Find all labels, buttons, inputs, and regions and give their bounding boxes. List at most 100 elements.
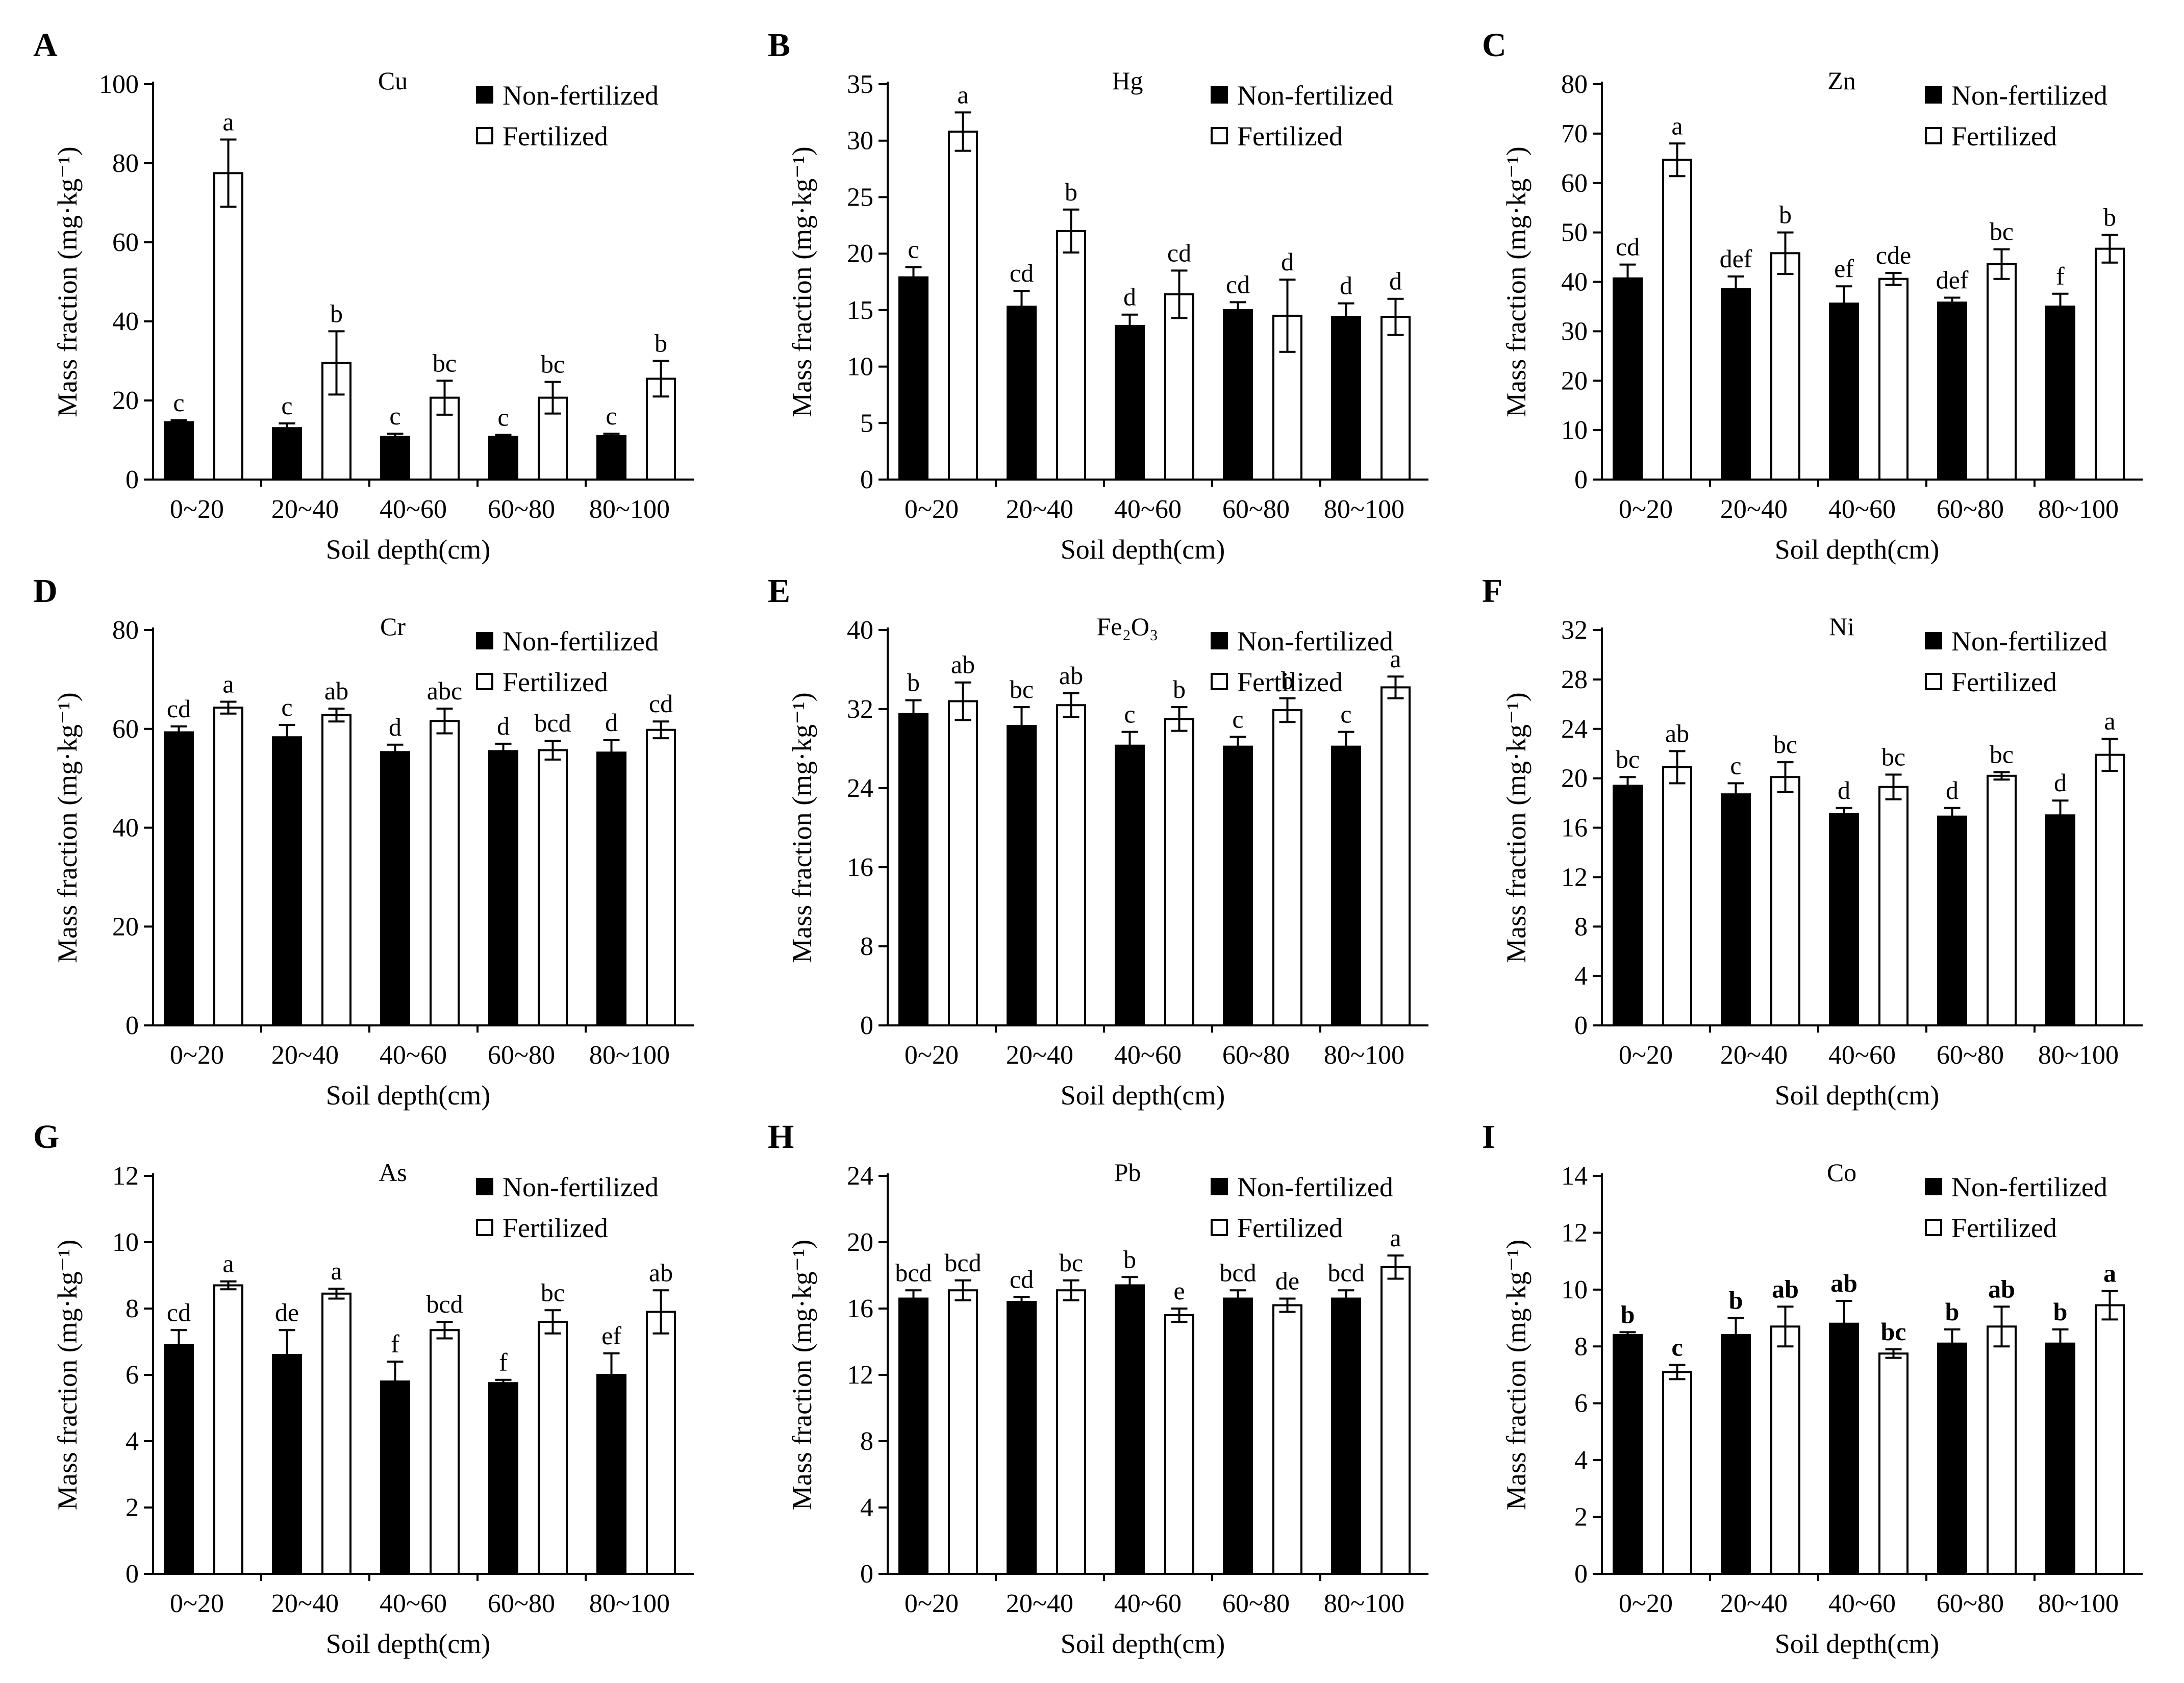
bar-fertilized: [1770, 1325, 1800, 1575]
bar-fertilized: [1878, 786, 1909, 1026]
error-bar: [544, 740, 561, 761]
legend-label: Non-fertilized: [503, 80, 659, 111]
bar-fertilized: [213, 172, 243, 481]
error-bar: [387, 433, 404, 441]
legend-swatch-non-fertilized: [1211, 632, 1228, 649]
y-tick-label: 35: [847, 70, 873, 99]
significance-label: b: [1065, 178, 1077, 206]
error-bar: [495, 1378, 512, 1388]
y-tick-label: 8: [1574, 1332, 1588, 1361]
bar-fertilized: [1272, 709, 1302, 1026]
y-tick-label: 0: [860, 1560, 873, 1589]
y-tick-label: 0: [1574, 1560, 1588, 1589]
error-bar: [1777, 761, 1794, 793]
error-bar: [1229, 301, 1246, 319]
y-tick-label: 10: [847, 353, 873, 382]
error-bar: [1121, 1276, 1138, 1295]
y-tick-label: 20: [112, 912, 139, 941]
significance-label: de: [275, 1298, 299, 1326]
significance-label: c: [1232, 705, 1243, 733]
error-bar: [955, 111, 971, 152]
x-tick-label: 60~80: [488, 495, 555, 524]
y-tick-label: 70: [1561, 119, 1588, 148]
bar-non-fertilized: [1115, 744, 1145, 1026]
significance-label: bc: [1990, 740, 2014, 769]
significance-label: b: [655, 329, 667, 358]
bar-fertilized: [646, 378, 676, 481]
legend-label: Fertilized: [1237, 1213, 1343, 1243]
legend-label: Fertilized: [1951, 121, 2057, 152]
y-tick-label: 12: [847, 1361, 873, 1390]
error-bar: [328, 1288, 345, 1300]
bar-fertilized: [948, 1289, 978, 1575]
error-bar: [387, 743, 404, 761]
significance-label: b: [330, 299, 343, 328]
y-tick-label: 12: [1561, 863, 1588, 892]
significance-label: f: [499, 1348, 508, 1376]
error-bar: [387, 1361, 404, 1402]
error-bar: [436, 1321, 453, 1340]
bar-fertilized: [948, 131, 978, 481]
x-tick-label: 0~20: [1619, 495, 1673, 524]
legend-label: Fertilized: [1237, 121, 1343, 152]
bar-non-fertilized: [380, 1380, 410, 1575]
bar-non-fertilized: [272, 736, 302, 1026]
x-axis-title: Soil depth(cm): [326, 534, 490, 565]
bar-fertilized: [948, 700, 978, 1026]
bar-non-fertilized: [2045, 814, 2075, 1026]
y-tick-label: 5: [860, 409, 873, 438]
error-bar: [1836, 807, 1852, 821]
bar-non-fertilized: [898, 1297, 928, 1575]
legend-label: Fertilized: [1237, 667, 1343, 697]
bar-non-fertilized: [596, 435, 626, 481]
significance-label: ab: [1059, 661, 1083, 690]
significance-label: def: [1936, 266, 1969, 294]
x-axis-title: Soil depth(cm): [1061, 1080, 1225, 1111]
error-bar: [220, 700, 237, 715]
y-tick-label: 40: [1561, 268, 1588, 297]
error-bar: [1063, 692, 1080, 718]
y-tick-label: 16: [847, 853, 873, 882]
y-tick-label: 20: [1561, 366, 1588, 395]
error-bar: [1338, 302, 1354, 332]
x-tick-label: 60~80: [1222, 1589, 1290, 1618]
y-tick-label: 32: [847, 695, 873, 724]
x-tick-label: 60~80: [1222, 495, 1290, 524]
significance-label: ab: [1772, 1274, 1799, 1303]
x-tick-label: 40~60: [1828, 495, 1896, 524]
significance-label: cd: [1167, 238, 1191, 267]
legend-label: Non-fertilized: [1951, 80, 2107, 111]
bar-non-fertilized: [1829, 813, 1859, 1026]
y-tick-label: 0: [125, 465, 139, 494]
y-tick-label: 2: [125, 1493, 139, 1522]
error-bar: [1387, 1254, 1404, 1280]
significance-label: f: [391, 1329, 399, 1358]
significance-label: cd: [167, 1298, 191, 1326]
error-bar: [1885, 773, 1902, 800]
legend-swatch-fertilized: [1211, 673, 1228, 690]
bar-non-fertilized: [272, 427, 302, 481]
significance-label: ab: [324, 676, 348, 705]
error-bar: [1171, 1308, 1188, 1323]
error-bar: [955, 1279, 971, 1301]
significance-label: bc: [1059, 1248, 1083, 1277]
x-tick-label: 0~20: [170, 1041, 224, 1070]
significance-label: b: [2053, 1297, 2068, 1326]
bar-non-fertilized: [1721, 1334, 1751, 1575]
significance-label: bc: [1773, 730, 1797, 759]
x-tick-label: 0~20: [1619, 1589, 1673, 1618]
significance-label: c: [606, 401, 617, 430]
y-tick-label: 0: [125, 1560, 139, 1589]
bar-non-fertilized: [164, 421, 194, 481]
x-tick-label: 60~80: [1222, 1041, 1290, 1070]
y-tick-label: 20: [847, 239, 873, 268]
y-tick-label: 30: [847, 127, 873, 156]
error-bar: [1885, 1348, 1902, 1359]
x-axis-title: Soil depth(cm): [326, 1628, 490, 1659]
bar-non-fertilized: [1331, 316, 1361, 481]
error-bar: [1338, 731, 1354, 763]
x-tick-label: 80~100: [589, 1589, 670, 1618]
legend-label: Fertilized: [503, 121, 608, 152]
x-tick-label: 60~80: [488, 1589, 555, 1618]
chart-title: Pb: [1114, 1158, 1141, 1187]
